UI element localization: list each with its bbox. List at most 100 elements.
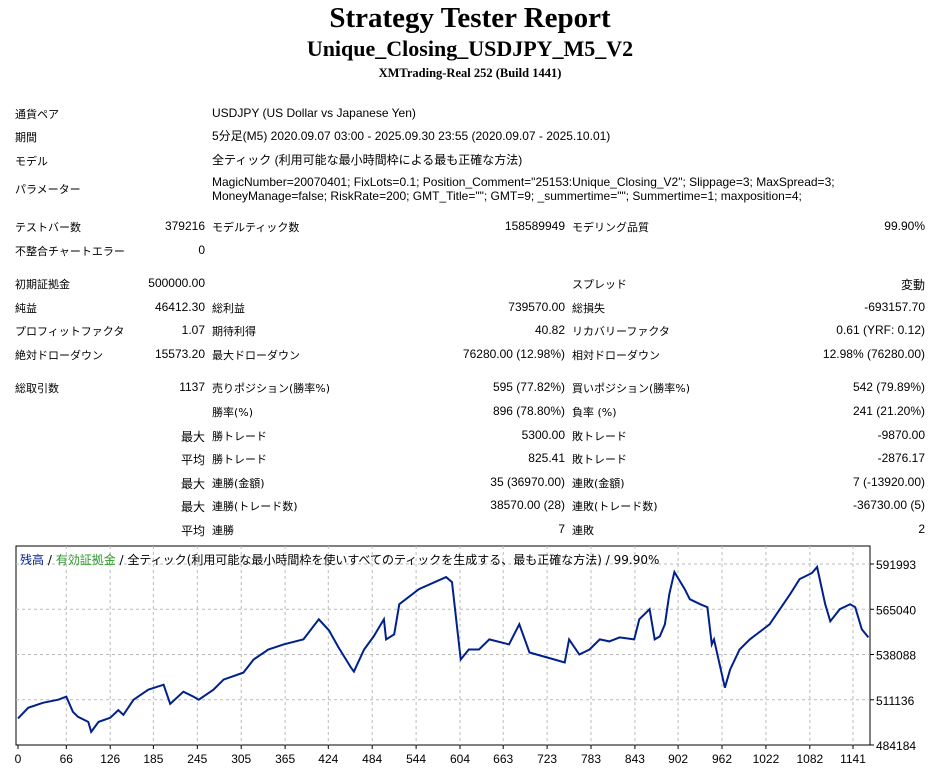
- legend-separator: /: [44, 553, 56, 567]
- stat-label: 勝率(%): [212, 406, 254, 419]
- stat-value: 最大: [180, 477, 205, 491]
- x-tick-label: 663: [493, 752, 513, 766]
- stat-label: 総損失: [572, 302, 605, 315]
- stat-value: 595 (77.82%): [492, 380, 565, 394]
- stats-row: プロフィットファクタ 1.07 期待利得 40.82 リカバリーファクタ 0.61 (YR…: [15, 323, 930, 343]
- y-tick-label: 511136: [876, 694, 915, 708]
- legend-description: / 全ティック(利用可能な最小時間枠を使いすべてのティックを生成する、最も正確な…: [116, 552, 660, 567]
- x-tick-label: 126: [100, 752, 120, 766]
- stats-row: 絶対ドローダウン 15573.20 最大ドローダウン 76280.00 (12.98%…: [15, 347, 930, 367]
- stat-value: 変動: [900, 278, 925, 292]
- stat-label: 連勝: [212, 524, 234, 537]
- stat-label: 勝トレード: [212, 430, 267, 443]
- stat-value: 38570.00 (28): [490, 498, 565, 512]
- x-tick-label: 843: [625, 752, 645, 766]
- stat-label: 売りポジション(勝率%): [212, 382, 331, 395]
- x-tick-label: 544: [406, 752, 426, 766]
- x-tick-label: 1141: [840, 752, 866, 766]
- info-label: 期間: [15, 131, 37, 144]
- server-build: XMTrading-Real 252 (Build 1441): [378, 66, 562, 80]
- info-value: 5分足(M5) 2020.09.07 03:00 - 2025.09.30 23…: [212, 129, 611, 143]
- x-tick-label: 484: [362, 752, 382, 766]
- stats-row: 不整合チャートエラー 0: [15, 243, 930, 263]
- stat-value: 5300.00: [521, 428, 565, 442]
- stat-value: 0: [198, 243, 205, 257]
- stat-value: 500000.00: [148, 276, 205, 290]
- x-tick-label: 185: [143, 752, 163, 766]
- stats-row: 最大 勝トレード 5300.00 敗トレード -9870.00: [15, 428, 930, 448]
- info-value: USDJPY (US Dollar vs Japanese Yen): [212, 106, 416, 120]
- stat-value: 最大: [180, 430, 205, 444]
- x-tick-label: 66: [60, 752, 74, 766]
- stat-value: 241 (21.20%): [852, 404, 925, 418]
- stat-value: 7: [558, 522, 565, 536]
- stat-label: 期待利得: [212, 325, 256, 338]
- x-tick-label: 1022: [753, 752, 780, 766]
- stats-row: 初期証拠金 500000.00 スプレッド 変動: [15, 276, 930, 296]
- x-tick-label: 783: [581, 752, 601, 766]
- x-tick-label: 424: [318, 752, 338, 766]
- info-label: パラメーター: [15, 183, 81, 196]
- stat-label: 総取引数: [15, 382, 59, 395]
- stat-label: 純益: [15, 302, 37, 315]
- stat-label: 連勝(金額): [212, 477, 265, 490]
- x-tick-label: 902: [668, 752, 688, 766]
- stat-value: 平均: [180, 453, 205, 467]
- stat-label: 勝トレード: [212, 453, 267, 466]
- y-tick-label: 591993: [876, 558, 916, 572]
- y-tick-label: 565040: [876, 603, 916, 617]
- stats-row: 勝率(%) 896 (78.80%) 負率 (%) 241 (21.20%): [15, 404, 930, 424]
- stat-value: 76280.00 (12.98%): [462, 347, 565, 361]
- stats-row: 純益 46412.30 総利益 739570.00 総損失 -693157.70: [15, 300, 930, 320]
- info-label: モデル: [15, 155, 48, 168]
- stats-row: 平均 連勝 7 連敗 2: [15, 522, 930, 542]
- stat-label: 連勝(トレード数): [212, 500, 298, 513]
- x-tick-label: 1082: [796, 752, 823, 766]
- stat-label: モデルティック数: [212, 221, 300, 234]
- stat-label: 敗トレード: [572, 430, 627, 443]
- legend-equity: 有効証拠金: [56, 552, 116, 567]
- stat-value: 158589949: [504, 219, 565, 233]
- stat-value: 46412.30: [154, 300, 205, 314]
- legend-balance: 残高: [20, 552, 44, 567]
- x-tick-label: 365: [275, 752, 295, 766]
- stat-label: リカバリーファクタ: [572, 325, 670, 338]
- stat-label: 最大ドローダウン: [212, 349, 300, 362]
- balance-line: [17, 564, 870, 735]
- plot-area: [15, 545, 871, 746]
- stats-row: 総取引数 1137 売りポジション(勝率%) 595 (77.82%) 買いポジション(…: [15, 380, 930, 400]
- stat-value: 1.07: [181, 323, 205, 337]
- stats-row: 最大 連勝(トレード数) 38570.00 (28) 連敗(トレード数) -36730.…: [15, 498, 930, 518]
- stat-value: 2: [918, 522, 925, 536]
- x-tick-label: 723: [537, 752, 557, 766]
- stat-label: プロフィットファクタ: [15, 325, 125, 338]
- y-tick-label: 484184: [876, 739, 916, 753]
- stat-value: 40.82: [534, 323, 565, 337]
- x-tick-label: 0: [15, 752, 22, 766]
- stat-label: 相対ドローダウン: [572, 349, 660, 362]
- stat-value: 12.98% (76280.00): [822, 347, 925, 361]
- x-tick-label: 962: [712, 752, 732, 766]
- stat-label: テストバー数: [15, 221, 81, 234]
- expert-name: Unique_Closing_USDJPY_M5_V2: [306, 36, 634, 61]
- stats-row: 最大 連勝(金額) 35 (36970.00) 連敗(金額) 7 (-13920.00): [15, 475, 930, 495]
- stat-label: 買いポジション(勝率%): [572, 382, 691, 395]
- stat-value: -9870.00: [877, 428, 925, 442]
- stat-value: 7 (-13920.00): [852, 475, 925, 489]
- stat-value: 896 (78.80%): [492, 404, 565, 418]
- stat-value: 0.61 (YRF: 0.12): [836, 323, 925, 337]
- stats-row: 平均 勝トレード 825.41 敗トレード -2876.17: [15, 451, 930, 471]
- stat-value: 35 (36970.00): [490, 475, 565, 489]
- stat-label: 総利益: [212, 302, 245, 315]
- x-tick-label: 305: [231, 752, 251, 766]
- stat-label: 絶対ドローダウン: [15, 349, 103, 362]
- info-value-line2: MoneyManage=false; RiskRate=200; GMT_Tit…: [212, 189, 802, 203]
- stat-label: 連敗(金額): [572, 477, 625, 490]
- stat-value: -693157.70: [864, 300, 925, 314]
- stat-value: 825.41: [528, 451, 565, 465]
- stat-label: 敗トレード: [572, 453, 627, 466]
- stat-value: -2876.17: [877, 451, 925, 465]
- balance-chart: 591993 565040 538088 511136 484184 0 66 126 185 2…: [15, 545, 916, 766]
- stat-label: スプレッド: [572, 278, 627, 291]
- stat-value: 379216: [164, 219, 205, 233]
